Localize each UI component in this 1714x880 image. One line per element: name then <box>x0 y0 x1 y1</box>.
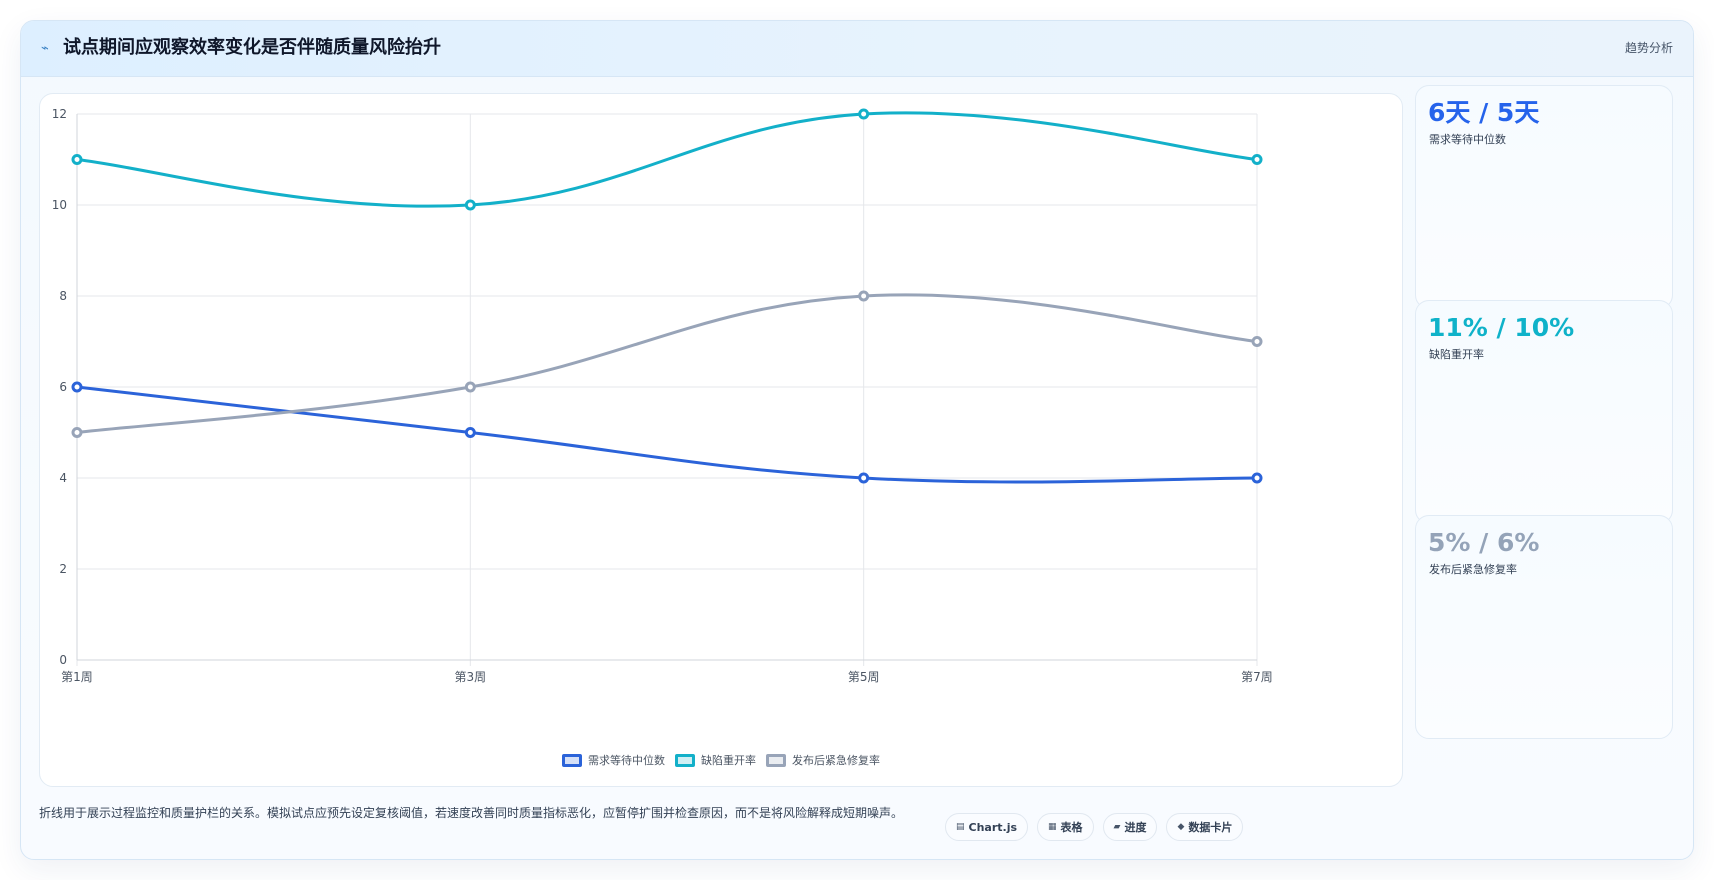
kpi-value: 11% / 10% <box>1428 313 1575 342</box>
progress-icon: ▰ <box>1113 822 1121 832</box>
legend-label: 缺陷重开率 <box>701 754 756 767</box>
x-tick-label: 第5周 <box>848 670 880 684</box>
kpi-card-hotfix-rate: 5% / 6% 发布后紧急修复率 <box>1415 515 1673 739</box>
chip-label: 数据卡片 <box>1188 821 1233 834</box>
legend-item-wait-time[interactable]: 需求等待中位数 <box>562 750 665 770</box>
legend-label: 需求等待中位数 <box>588 754 665 767</box>
legend-item-hotfix-rate[interactable]: 发布后紧急修复率 <box>766 750 880 770</box>
chip-data-card[interactable]: ◆ 数据卡片 <box>1166 813 1244 841</box>
chart-trend-icon: ⌁ <box>41 41 49 56</box>
legend-swatch <box>675 753 695 767</box>
data-point-defect-reopen <box>71 154 83 165</box>
panel-title: 试点期间应观察效率变化是否伴随质量风险抬升 <box>63 37 441 58</box>
data-point-defect-reopen <box>858 108 870 120</box>
chart-panel: ⌁ 试点期间应观察效率变化是否伴随质量风险抬升 趋势分析 0 2 4 6 8 10 12 第1… <box>20 20 1694 860</box>
x-tick-label: 第7周 <box>1241 670 1273 684</box>
line-chart-card: 0 2 4 6 8 10 12 第1周 第3周 第5周 第7周 需求等待中位数 缺陷重开率 发布后紧急修… <box>39 93 1403 787</box>
analysis-tag: 趋势分析 <box>1624 41 1673 55</box>
data-point-hotfix-rate <box>71 427 83 438</box>
chart-note: 折线用于展示过程监控和质量护栏的关系。模拟试点应预先设定复核阈值，若速度改善同时… <box>39 806 904 820</box>
data-point-hotfix-rate <box>1251 336 1263 347</box>
kpi-label: 需求等待中位数 <box>1429 133 1506 146</box>
legend-swatch <box>766 753 786 767</box>
line-chart: 0 2 4 6 8 10 12 第1周 第3周 第5周 第7周 <box>52 107 1273 684</box>
feature-chips: ▤ Chart.js ▦ 表格 ▰ 进度 ◆ 数据卡片 <box>945 813 1244 841</box>
kpi-value: 6天 / 5天 <box>1428 98 1540 127</box>
chip-table[interactable]: ▦ 表格 <box>1037 813 1094 841</box>
data-point-wait-time <box>464 427 476 438</box>
series-line-hotfix-rate <box>76 293 1258 434</box>
y-tick-label: 10 <box>52 198 67 212</box>
kpi-card-defect-reopen: 11% / 10% 缺陷重开率 <box>1415 300 1673 524</box>
series-line-defect-reopen <box>76 111 1258 208</box>
legend-swatch <box>562 753 582 767</box>
x-tick-label: 第3周 <box>455 670 487 684</box>
data-point-defect-reopen <box>464 199 476 211</box>
y-tick-label: 12 <box>52 107 67 121</box>
chip-label: 进度 <box>1124 821 1147 834</box>
series-line-wait-time <box>76 385 1258 484</box>
chip-label: 表格 <box>1060 821 1083 834</box>
kpi-value: 5% / 6% <box>1428 528 1540 557</box>
chip-chartjs[interactable]: ▤ Chart.js <box>945 813 1029 841</box>
y-tick-label: 6 <box>59 380 67 394</box>
x-tick-label: 第1周 <box>61 670 93 684</box>
data-point-wait-time <box>1251 472 1263 484</box>
y-tick-label: 4 <box>59 471 67 485</box>
data-point-defect-reopen <box>1251 154 1263 165</box>
table-icon: ▦ <box>1048 822 1057 832</box>
chip-progress[interactable]: ▰ 进度 <box>1102 813 1158 841</box>
data-point-wait-time <box>71 381 83 393</box>
chip-label: Chart.js <box>968 820 1018 834</box>
chart-icon: ▤ <box>956 822 965 832</box>
data-card-icon: ◆ <box>1177 822 1185 832</box>
data-point-wait-time <box>858 472 870 484</box>
y-tick-label: 8 <box>59 289 67 303</box>
legend-label: 发布后紧急修复率 <box>792 754 880 767</box>
data-point-hotfix-rate <box>858 290 870 302</box>
panel-header: ⌁ 试点期间应观察效率变化是否伴随质量风险抬升 趋势分析 <box>21 21 1693 77</box>
kpi-label: 发布后紧急修复率 <box>1429 563 1517 576</box>
y-tick-label: 2 <box>59 562 67 576</box>
kpi-card-wait-time: 6天 / 5天 需求等待中位数 <box>1415 85 1673 309</box>
legend-item-defect-reopen[interactable]: 缺陷重开率 <box>675 750 756 770</box>
y-tick-label: 0 <box>59 653 67 667</box>
kpi-label: 缺陷重开率 <box>1429 348 1484 361</box>
chart-legend: 需求等待中位数 缺陷重开率 发布后紧急修复率 <box>40 750 1402 770</box>
data-point-hotfix-rate <box>464 381 476 393</box>
